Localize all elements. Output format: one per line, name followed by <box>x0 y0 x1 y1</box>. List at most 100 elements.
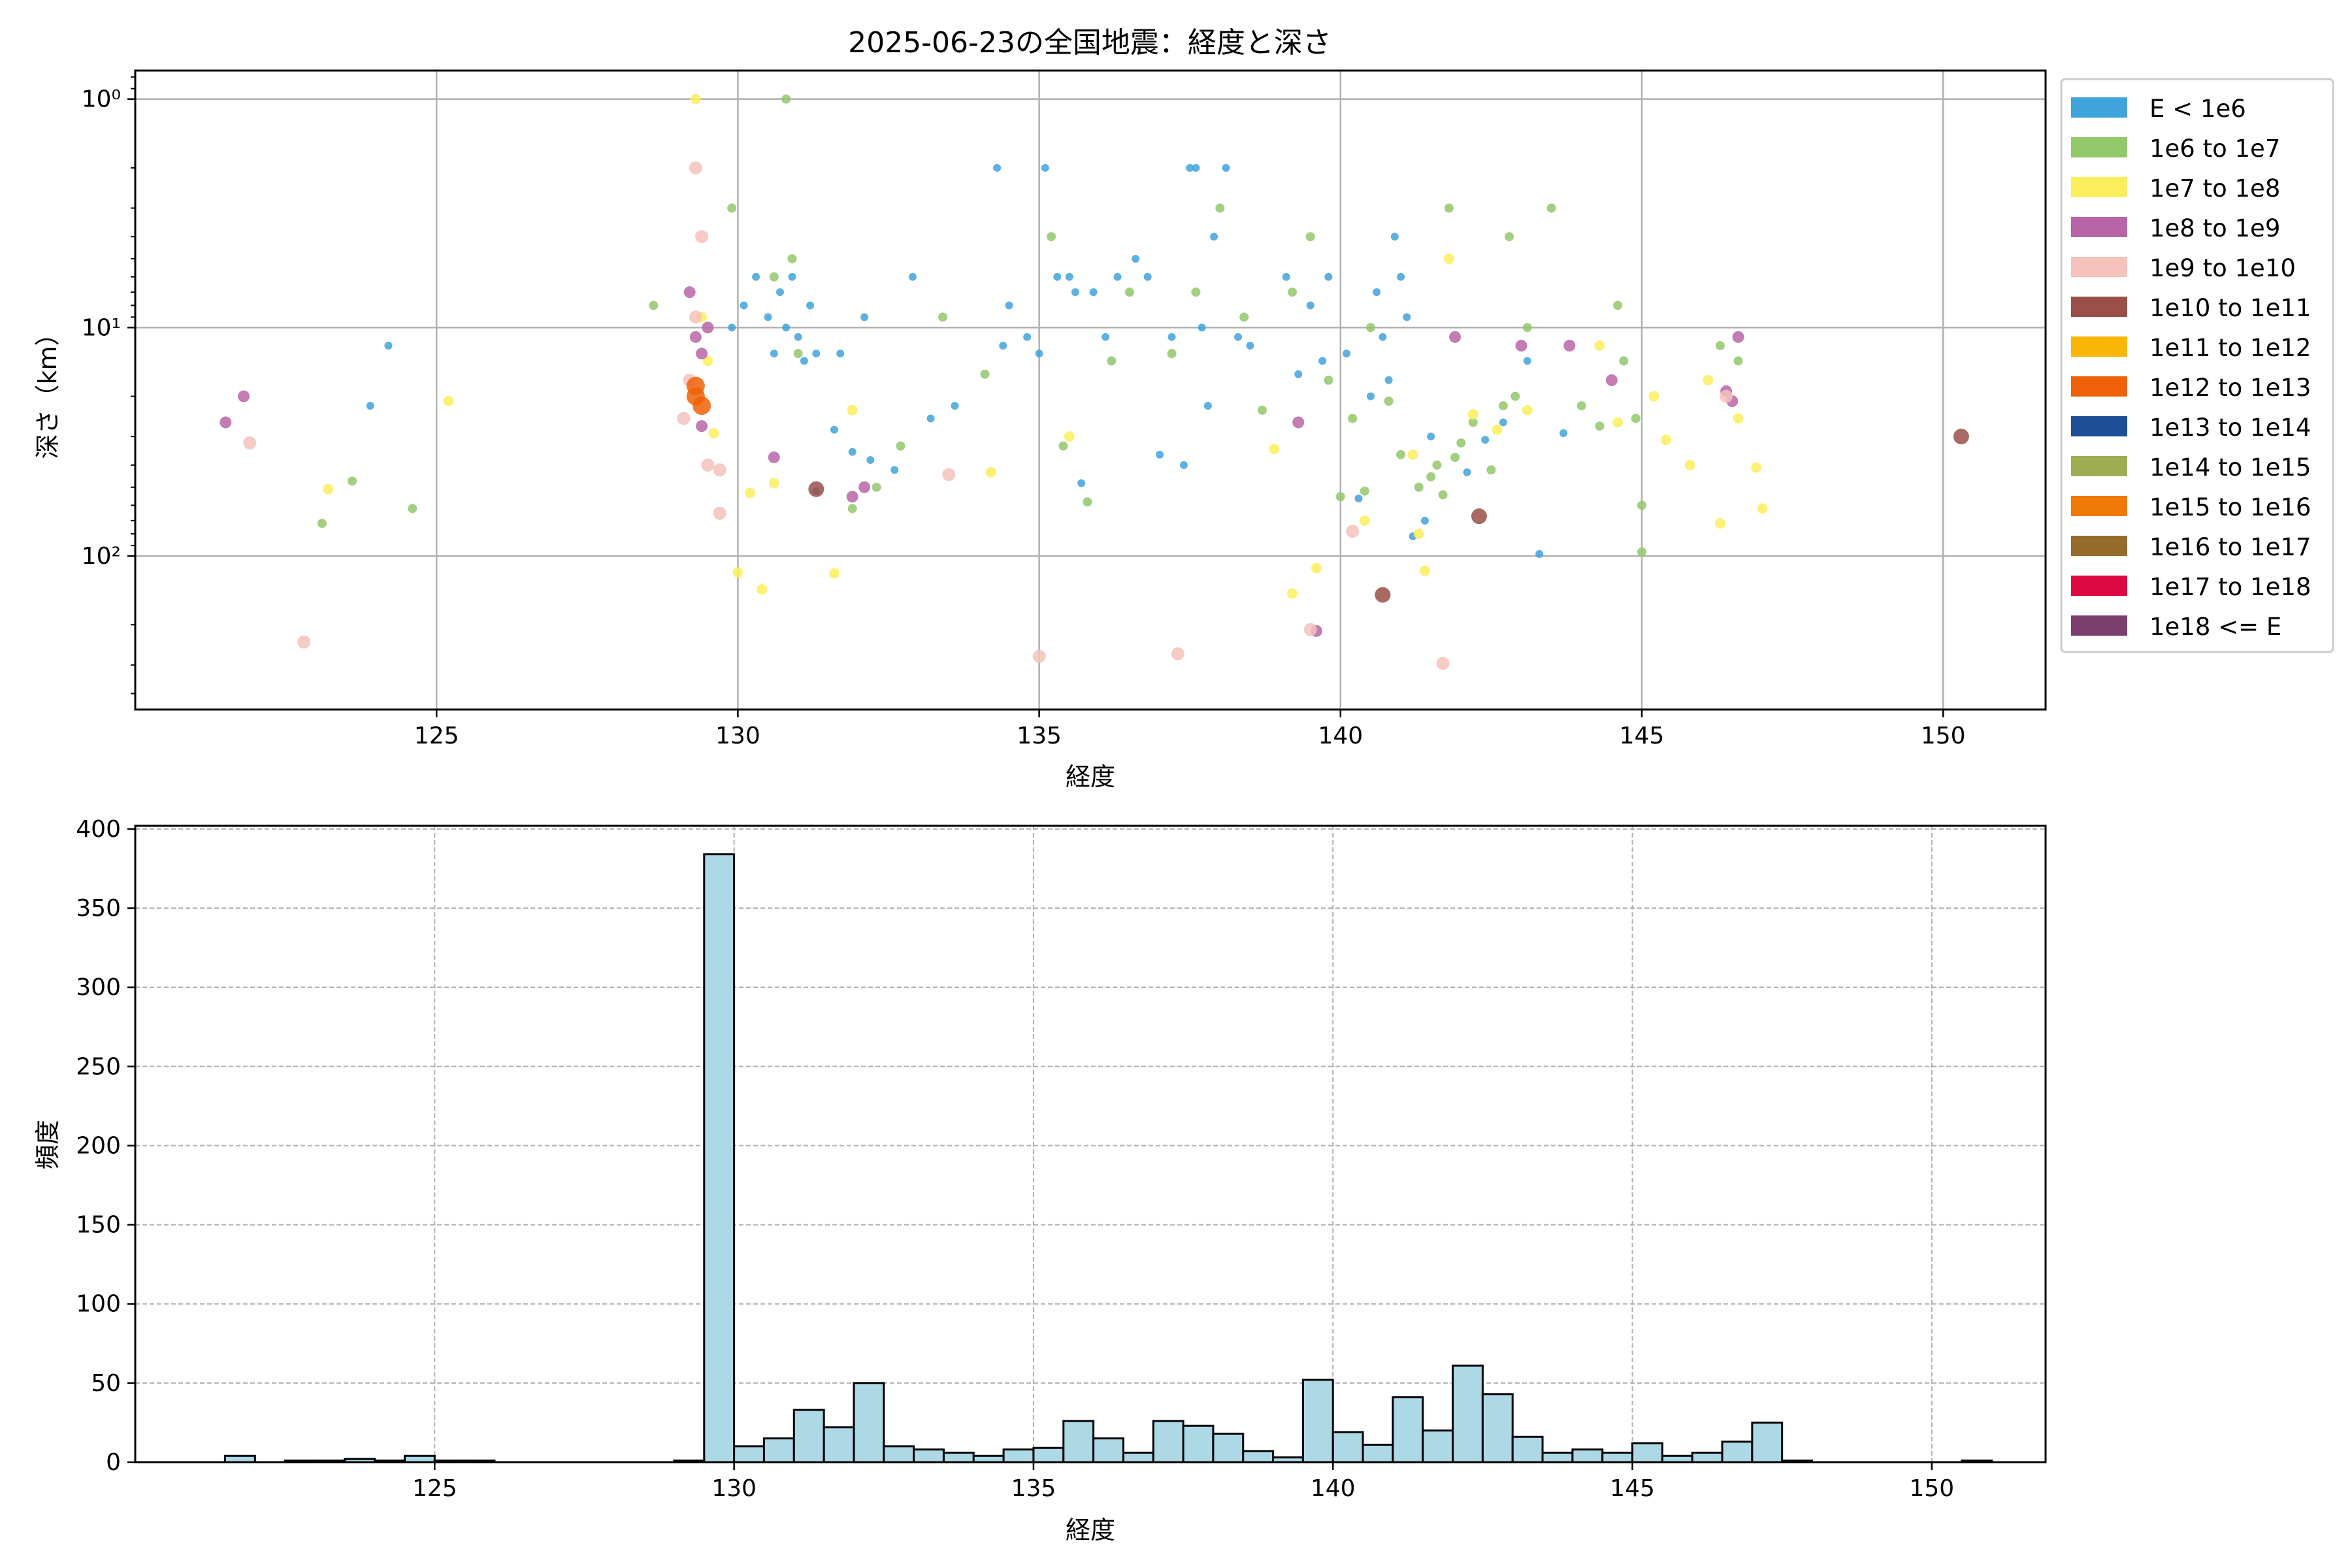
histogram-y-axis-label: 頻度 <box>33 1120 62 1169</box>
scatter-point <box>1515 340 1527 352</box>
scatter-point <box>1751 462 1762 473</box>
scatter-point <box>1444 203 1454 213</box>
scatter-point <box>1637 500 1646 510</box>
legend-entries: E < 1e6 1e6 to 1e7 1e7 to 1e8 1e8 to 1e9 1e9… <box>2071 95 2311 641</box>
scatter-point <box>695 230 709 244</box>
legend-frame <box>2060 78 2334 653</box>
scatter-point <box>1053 272 1062 281</box>
legend-label: 1e17 to 1e18 <box>2149 573 2311 601</box>
scatter-point <box>781 94 791 104</box>
scatter-point <box>1563 340 1576 352</box>
histogram-bar <box>853 1382 885 1463</box>
legend-label: 1e15 to 1e16 <box>2149 493 2311 521</box>
scatter-point <box>769 272 779 282</box>
legend-swatch <box>2071 496 2127 516</box>
scatter-point <box>890 466 899 474</box>
scatter-point <box>1432 460 1442 470</box>
scatter-point <box>1732 331 1744 343</box>
scatter-y-tick-label: 10⁰ <box>82 86 121 113</box>
histogram-x-axis-label: 経度 <box>1066 1516 1115 1544</box>
scatter-y-tick-label: 10² <box>82 543 121 570</box>
histogram-bar <box>1721 1441 1754 1463</box>
scatter-point <box>1203 402 1212 410</box>
scatter-point <box>323 483 334 495</box>
scatter-point <box>713 463 727 477</box>
histogram-x-tick-label: 125 <box>412 1475 457 1502</box>
legend-swatch <box>2071 217 2127 237</box>
scatter-point <box>348 476 357 486</box>
scatter-point <box>1186 163 1194 172</box>
scatter-point <box>1035 350 1043 358</box>
scatter-point <box>1715 341 1725 351</box>
scatter-point <box>693 397 711 416</box>
scatter-point <box>1192 163 1200 172</box>
scatter-point <box>806 301 815 310</box>
scatter-point <box>1107 356 1117 366</box>
histogram-bar <box>1182 1424 1215 1463</box>
scatter-point <box>1436 657 1450 670</box>
scatter-point <box>366 402 374 410</box>
legend: E < 1e6 1e6 to 1e7 1e7 to 1e8 1e8 to 1e9 1e9… <box>2060 78 2334 653</box>
legend-label: 1e8 to 1e9 <box>2149 214 2280 242</box>
legend-label: 1e16 to 1e17 <box>2149 533 2311 561</box>
scatter-point <box>1396 449 1406 459</box>
scatter-point <box>776 288 784 297</box>
scatter-point <box>1064 431 1075 442</box>
scatter-point <box>696 348 708 360</box>
scatter-x-tick-label: 125 <box>414 723 459 749</box>
scatter-point <box>1233 333 1242 341</box>
legend-swatch <box>2071 97 2127 118</box>
scatter-point <box>1269 444 1280 455</box>
scatter-point <box>1449 331 1462 343</box>
scatter-point <box>1522 323 1532 333</box>
scatter-point <box>1631 414 1641 423</box>
scatter-point <box>1648 391 1659 402</box>
scatter-y-axis-label: 深さ（km） <box>33 321 62 459</box>
scatter-point <box>677 412 691 425</box>
scatter-point <box>980 369 990 379</box>
histogram-bar <box>762 1437 795 1463</box>
histogram-bar <box>1032 1446 1065 1463</box>
scatter-point <box>768 451 780 464</box>
scatter-point <box>926 414 935 423</box>
scatter-title: 2025-06-23の全国地震：経度と深さ <box>848 26 1331 59</box>
scatter-point <box>1546 203 1556 213</box>
scatter-point <box>1041 163 1049 172</box>
legend-label: 1e10 to 1e11 <box>2149 294 2311 322</box>
scatter-point <box>1420 516 1429 525</box>
scatter-point <box>757 584 768 595</box>
scatter-points <box>220 93 1969 670</box>
scatter-point <box>1522 404 1533 416</box>
scatter-point <box>1733 356 1743 366</box>
scatter-point <box>1523 357 1531 365</box>
scatter-point <box>1005 301 1013 310</box>
scatter-point <box>1505 232 1514 242</box>
histogram-grid <box>135 826 2046 1463</box>
histogram-bar <box>1601 1451 1634 1463</box>
scatter-point <box>1481 436 1490 444</box>
legend-swatch <box>2071 297 2127 317</box>
histogram-y-tick-label: 300 <box>76 974 121 1001</box>
histogram-x-tick-label: 130 <box>711 1475 757 1502</box>
scatter-point <box>1305 232 1315 242</box>
histogram-bar <box>1301 1379 1334 1463</box>
scatter-point <box>1660 434 1671 446</box>
scatter-point <box>1619 356 1629 366</box>
scatter-point <box>1124 287 1134 297</box>
scatter-point <box>1471 508 1487 525</box>
histogram-bar <box>1631 1442 1663 1463</box>
scatter-point <box>243 436 257 449</box>
scatter-point <box>788 272 796 281</box>
scatter-point <box>1419 565 1430 576</box>
histogram-bar <box>1122 1451 1154 1463</box>
scatter-point <box>1171 647 1184 661</box>
legend-label: 1e6 to 1e7 <box>2149 135 2280 163</box>
legend-label: E < 1e6 <box>2149 95 2246 123</box>
scatter-point <box>1287 588 1298 599</box>
scatter-point <box>770 350 778 358</box>
scatter-point <box>384 342 393 350</box>
scatter-point <box>689 161 702 174</box>
histogram-bar <box>1481 1393 1514 1463</box>
histogram-bar <box>1751 1421 1784 1463</box>
scatter-point <box>1684 459 1695 470</box>
